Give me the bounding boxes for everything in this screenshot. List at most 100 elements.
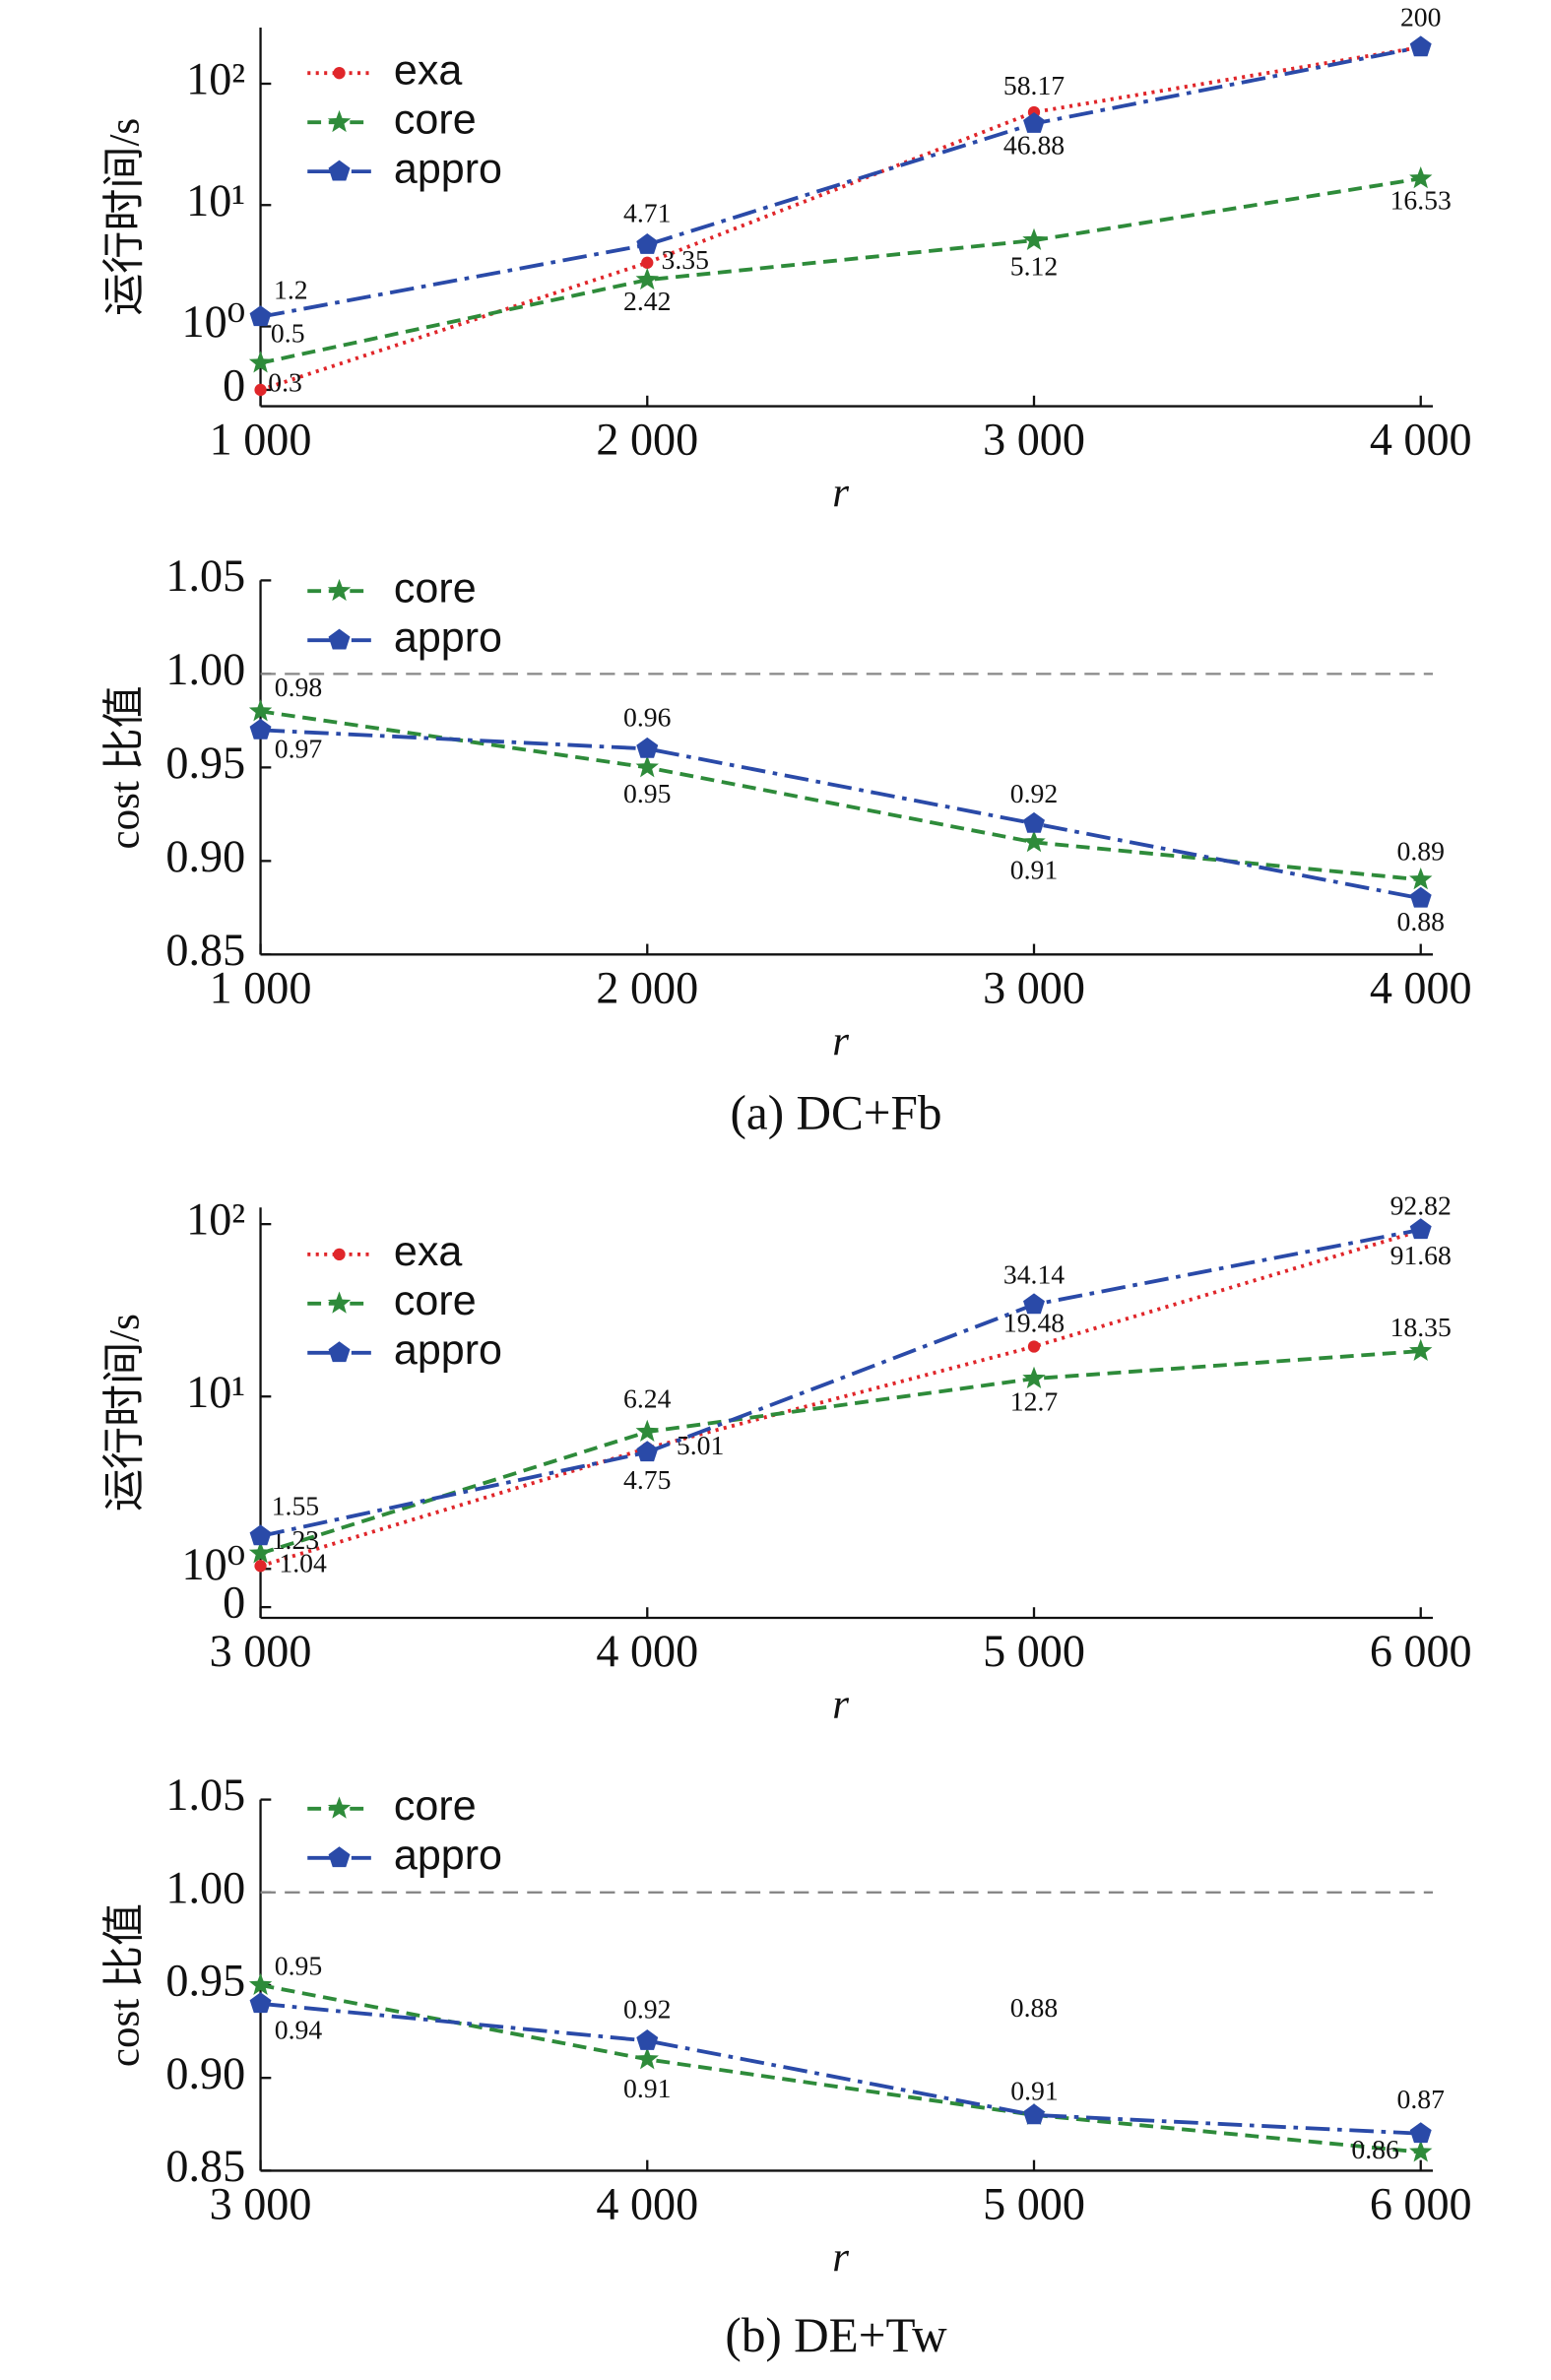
marker: [1409, 1338, 1433, 1362]
marker: [249, 305, 272, 327]
data-label: 16.53: [1390, 184, 1452, 215]
x-tick-label: 6 000: [1370, 2178, 1472, 2228]
y-tick-label: 0: [223, 360, 245, 411]
legend-label: exa: [394, 1228, 462, 1275]
legend-marker: [333, 67, 346, 80]
data-label: 91.68: [1390, 1240, 1452, 1270]
data-label: 0.96: [623, 702, 672, 733]
series-line: [259, 1349, 1421, 1556]
y-tick-label: 10²: [186, 54, 245, 104]
subplot: 0 10⁰ 10¹ 10² 1 000 2 000 3 000 4 000 r 运行时间/s 0.3…: [102, 2, 1472, 517]
series-line: [260, 1983, 1421, 2155]
y-axis-label: cost 比值: [102, 1903, 149, 2067]
data-label: 0.98: [275, 672, 322, 702]
marker: [249, 1524, 272, 1546]
x-axis-label: r: [832, 1682, 849, 1728]
legend-label: core: [394, 1782, 477, 1830]
marker: [635, 267, 659, 290]
caption: (a) DC+Fb: [731, 1086, 942, 1140]
data-label: 0.97: [275, 733, 323, 763]
marker: [635, 755, 659, 778]
y-tick-label: 10²: [186, 1194, 245, 1245]
subplot: 0.85 0.90 0.95 1.00 1.05 3 000 4 000 5 000 6 000…: [102, 1769, 1472, 2362]
annotation: 0.91: [1010, 2075, 1058, 2105]
x-tick-label: 1 000: [210, 415, 312, 465]
data-label: 58.17: [1003, 70, 1065, 100]
marker: [1023, 1293, 1045, 1315]
legend-marker: [328, 1846, 351, 1868]
data-label: 92.82: [1390, 1190, 1452, 1221]
data-label: 2.42: [623, 286, 671, 316]
marker: [248, 351, 273, 373]
data-label: 0.91: [623, 2073, 671, 2103]
data-label: 0.86: [1351, 2134, 1399, 2164]
y-tick-label: 0.85: [165, 925, 245, 975]
data-label: 0.3: [268, 367, 302, 398]
y-axis-label: 运行时间/s: [102, 118, 149, 316]
marker: [641, 256, 654, 269]
marker: [254, 383, 267, 397]
x-tick-label: 6 000: [1370, 1626, 1472, 1676]
marker: [636, 233, 659, 254]
legend-label: exa: [394, 47, 462, 95]
legend-label: appro: [394, 1326, 502, 1374]
marker: [249, 1992, 272, 2014]
data-label: 0.95: [623, 778, 671, 808]
marker: [1022, 227, 1046, 251]
x-tick-label: 3 000: [983, 962, 1085, 1012]
series-line: [259, 45, 1422, 392]
y-tick-label: 0.85: [165, 2141, 245, 2191]
marker: [1409, 2122, 1432, 2144]
data-label: 5.01: [677, 1430, 724, 1460]
y-tick-label: 0.95: [165, 738, 245, 788]
subplot: 0.85 0.90 0.95 1.00 1.05 1 000 2 000 3 000 4 000…: [102, 550, 1472, 1140]
x-tick-label: 3 000: [210, 1626, 312, 1676]
legend-label: core: [394, 96, 477, 144]
data-label: 0.89: [1397, 836, 1445, 867]
y-tick-label: 1.00: [165, 1862, 245, 1912]
y-axis-label: cost 比值: [102, 685, 149, 849]
x-tick-label: 5 000: [983, 2178, 1085, 2228]
legend-label: appro: [394, 614, 502, 662]
legend-marker: [327, 578, 352, 602]
marker: [248, 1972, 273, 1995]
data-label: 46.88: [1003, 130, 1065, 161]
y-tick-label: 10¹: [186, 1367, 245, 1417]
marker: [1023, 2103, 1045, 2125]
marker: [254, 1560, 267, 1573]
x-tick-label: 5 000: [983, 1626, 1085, 1676]
y-tick-label: 1.05: [165, 1769, 245, 1820]
y-tick-label: 1.00: [165, 644, 245, 694]
marker: [1409, 2140, 1433, 2162]
x-axis-label: r: [832, 1018, 849, 1064]
marker: [1409, 886, 1432, 908]
x-tick-label: 1 000: [210, 962, 312, 1012]
marker: [1023, 112, 1045, 133]
data-label: 0.94: [275, 2014, 323, 2044]
caption: (b) DE+Tw: [725, 2308, 947, 2362]
series-line: [260, 176, 1422, 365]
marker: [636, 2028, 659, 2050]
x-tick-label: 4 000: [596, 1626, 698, 1676]
data-label: 12.7: [1010, 1386, 1059, 1417]
data-label: 0.88: [1397, 906, 1445, 936]
data-label: 6.24: [623, 1383, 672, 1414]
series-line: [260, 709, 1421, 882]
series-line: [260, 728, 1422, 901]
series-line: [260, 45, 1422, 319]
x-axis-label: r: [832, 471, 849, 517]
legend-marker: [333, 1248, 346, 1261]
data-label: 0.95: [275, 1950, 322, 1980]
data-label: 0.91: [1010, 854, 1058, 884]
y-tick-label: 10⁰: [182, 296, 246, 347]
data-label: 1.55: [272, 1491, 319, 1521]
y-tick-label: 0.90: [165, 2048, 245, 2098]
marker: [1027, 1340, 1041, 1353]
marker: [1023, 811, 1045, 833]
data-label: 4.75: [623, 1464, 671, 1495]
data-label: 0.92: [623, 1994, 671, 2025]
legend-marker: [327, 1796, 352, 1819]
